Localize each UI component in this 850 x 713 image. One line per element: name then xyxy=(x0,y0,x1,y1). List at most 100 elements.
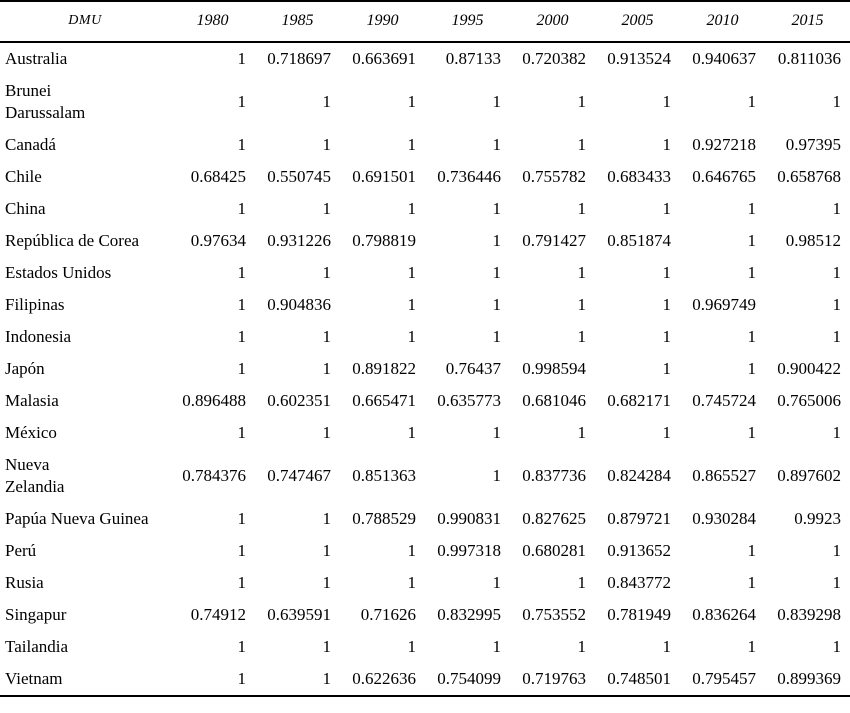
cell-value: 1 xyxy=(237,637,247,656)
cell-value: 0.550745 xyxy=(267,167,331,186)
cell-value: 0.899369 xyxy=(777,669,841,688)
cell-value: 1 xyxy=(237,199,247,218)
cell-value: 0.747467 xyxy=(267,466,331,485)
cell-value: 0.851363 xyxy=(352,466,416,485)
cell-value: 1 xyxy=(832,92,842,111)
column-header-1995: 1995 xyxy=(425,1,510,43)
cell-value: 1 xyxy=(747,327,757,346)
row-label: Australia xyxy=(5,49,68,68)
cell-value: 1 xyxy=(577,263,587,282)
cell-value: 1 xyxy=(662,423,672,442)
cell-value: 0.896488 xyxy=(182,391,246,410)
row-label: Estados Unidos xyxy=(5,263,112,282)
cell-value: 1 xyxy=(832,637,842,656)
cell-value: 1 xyxy=(322,509,332,528)
cell-value: 1 xyxy=(492,135,502,154)
table-row: Chile 0.68425 0.550745 0.691501 0.736446 0.75… xyxy=(0,161,850,193)
cell-value: 0.832995 xyxy=(437,605,501,624)
table-row: Filipinas 1 0.904836 1 1 1 1 0.969749 1 xyxy=(0,289,850,321)
row-label: Filipinas xyxy=(5,295,65,314)
cell-value: 0.691501 xyxy=(352,167,416,186)
cell-value: 1 xyxy=(747,423,757,442)
cell-value: 1 xyxy=(492,295,502,314)
cell-value: 1 xyxy=(662,199,672,218)
cell-value: 1 xyxy=(407,295,417,314)
cell-value: 0.602351 xyxy=(267,391,331,410)
cell-value: 1 xyxy=(832,423,842,442)
cell-value: 0.811036 xyxy=(777,49,841,68)
cell-value: 0.798819 xyxy=(352,231,416,250)
row-label: Tailandia xyxy=(5,637,69,656)
cell-value: 1 xyxy=(237,573,247,592)
cell-value: 1 xyxy=(322,669,332,688)
table-row: Rusia 1 1 1 1 1 0.843772 1 1 xyxy=(0,567,850,599)
table-row: Tailandia 1 1 1 1 1 1 1 1 xyxy=(0,631,850,663)
cell-value: 0.745724 xyxy=(692,391,756,410)
cell-value: 0.646765 xyxy=(692,167,756,186)
cell-value: 0.97395 xyxy=(785,135,841,154)
header-row: DMU 1980 1985 1990 1995 2000 2005 2010 2… xyxy=(0,1,850,43)
cell-value: 0.753552 xyxy=(522,605,586,624)
table-row: Estados Unidos 1 1 1 1 1 1 1 1 xyxy=(0,257,850,289)
cell-value: 1 xyxy=(407,263,417,282)
cell-value: 1 xyxy=(577,637,587,656)
cell-value: 0.824284 xyxy=(607,466,671,485)
column-header-2010: 2010 xyxy=(680,1,765,43)
cell-value: 0.622636 xyxy=(352,669,416,688)
cell-value: 1 xyxy=(832,541,842,560)
table-header: DMU 1980 1985 1990 1995 2000 2005 2010 2… xyxy=(0,1,850,43)
table-row: República de Corea 0.97634 0.931226 0.79881… xyxy=(0,225,850,257)
cell-value: 0.837736 xyxy=(522,466,586,485)
row-label: Nueva Zelandia xyxy=(5,455,65,496)
column-header-1980: 1980 xyxy=(170,1,255,43)
cell-value: 1 xyxy=(237,359,247,378)
row-label: Perú xyxy=(5,541,37,560)
cell-value: 1 xyxy=(492,92,502,111)
cell-value: 1 xyxy=(322,637,332,656)
row-label: Rusia xyxy=(5,573,44,592)
row-label: República de Corea xyxy=(5,231,140,250)
cell-value: 0.940637 xyxy=(692,49,756,68)
cell-value: 0.681046 xyxy=(522,391,586,410)
column-header-2005: 2005 xyxy=(595,1,680,43)
cell-value: 0.879721 xyxy=(607,509,671,528)
cell-value: 0.658768 xyxy=(777,167,841,186)
column-header-dmu: DMU xyxy=(0,1,170,43)
row-label: Chile xyxy=(5,167,42,186)
cell-value: 0.904836 xyxy=(267,295,331,314)
cell-value: 1 xyxy=(577,327,587,346)
cell-value: 1 xyxy=(237,263,247,282)
cell-value: 1 xyxy=(747,359,757,378)
cell-value: 1 xyxy=(407,541,417,560)
cell-value: 1 xyxy=(577,92,587,111)
cell-value: 1 xyxy=(832,263,842,282)
row-label: Japón xyxy=(5,359,45,378)
cell-value: 0.839298 xyxy=(777,605,841,624)
cell-value: 1 xyxy=(322,573,332,592)
cell-value: 0.683433 xyxy=(607,167,671,186)
row-label: Malasia xyxy=(5,391,59,410)
cell-value: 0.748501 xyxy=(607,669,671,688)
cell-value: 1 xyxy=(322,423,332,442)
cell-value: 1 xyxy=(662,327,672,346)
table-row: Malasia 0.896488 0.602351 0.665471 0.635773 0… xyxy=(0,385,850,417)
cell-value: 1 xyxy=(662,92,672,111)
cell-value: 1 xyxy=(322,359,332,378)
cell-value: 1 xyxy=(492,423,502,442)
cell-value: 1 xyxy=(747,92,757,111)
cell-value: 0.827625 xyxy=(522,509,586,528)
cell-value: 0.97634 xyxy=(190,231,246,250)
row-label: Singapur xyxy=(5,605,67,624)
cell-value: 1 xyxy=(662,135,672,154)
cell-value: 1 xyxy=(492,466,502,485)
table-row: Vietnam 1 1 0.622636 0.754099 0.719763 0.74850… xyxy=(0,663,850,696)
row-label: Vietnam xyxy=(5,669,63,688)
cell-value: 1 xyxy=(322,92,332,111)
cell-value: 1 xyxy=(747,573,757,592)
cell-value: 1 xyxy=(237,327,247,346)
cell-value: 0.98512 xyxy=(785,231,841,250)
cell-value: 1 xyxy=(832,327,842,346)
cell-value: 0.897602 xyxy=(777,466,841,485)
cell-value: 1 xyxy=(407,327,417,346)
cell-value: 1 xyxy=(492,637,502,656)
